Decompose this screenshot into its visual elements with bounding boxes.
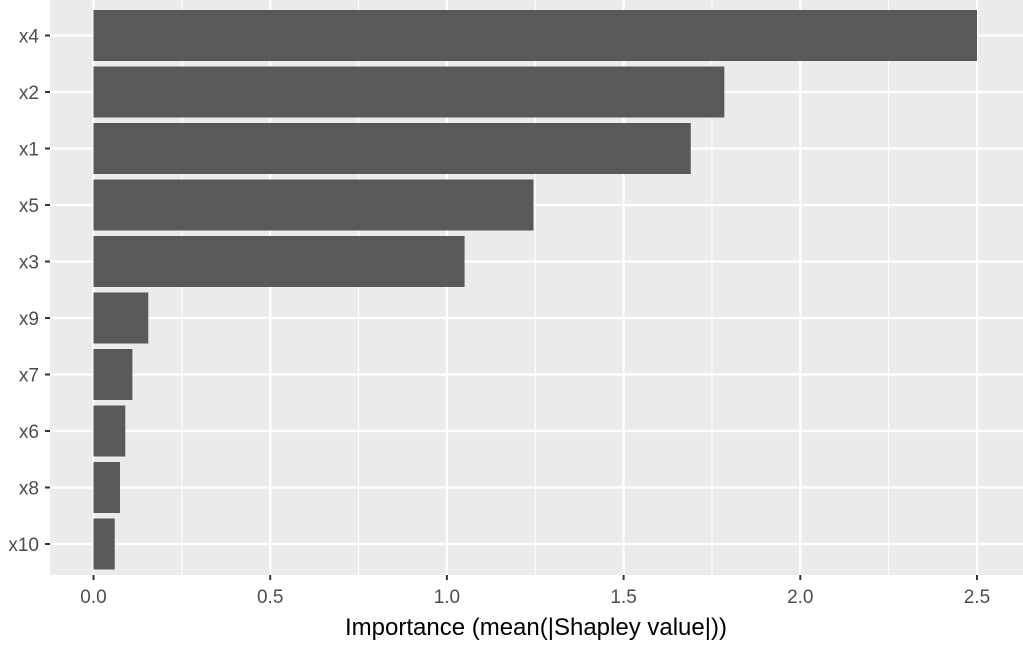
bar-x6 bbox=[93, 405, 126, 457]
y-tick-label-x9: x9 bbox=[19, 309, 39, 330]
y-tick-label-x5: x5 bbox=[19, 196, 39, 217]
x-tick-label: 1.0 bbox=[434, 587, 460, 608]
x-tick-label: 0.5 bbox=[257, 587, 283, 608]
bar-x10 bbox=[93, 518, 115, 570]
bar-x3 bbox=[93, 236, 465, 287]
y-tick-label-x6: x6 bbox=[19, 422, 39, 443]
bar-x1 bbox=[93, 123, 691, 174]
bar-x7 bbox=[93, 349, 133, 400]
y-tick-label-x7: x7 bbox=[19, 366, 39, 387]
x-tick-label: 1.5 bbox=[610, 587, 636, 608]
bar-x4 bbox=[93, 10, 977, 61]
y-tick-label-x3: x3 bbox=[19, 253, 39, 274]
y-axis: x4 x2 x1 x5 x3 x9 x7 x6 x8 x10 bbox=[8, 27, 50, 556]
x-axis-title: Importance (mean(|Shapley value|)) bbox=[345, 614, 727, 641]
x-tick-label: 0.0 bbox=[80, 587, 106, 608]
y-tick-label-x8: x8 bbox=[19, 479, 39, 500]
x-tick-label: 2.5 bbox=[964, 587, 990, 608]
bar-x2 bbox=[93, 66, 725, 118]
y-tick-label-x2: x2 bbox=[19, 83, 39, 104]
y-tick-label-x1: x1 bbox=[19, 140, 39, 161]
bar-x8 bbox=[93, 462, 121, 513]
bar-x5 bbox=[93, 179, 534, 231]
x-axis: 0.0 0.5 1.0 1.5 2.0 2.5 bbox=[80, 575, 990, 608]
bar-x9 bbox=[93, 292, 149, 344]
y-tick-label-x4: x4 bbox=[19, 27, 40, 48]
bars bbox=[93, 10, 977, 570]
y-tick-label-x10: x10 bbox=[8, 535, 39, 556]
x-tick-label: 2.0 bbox=[787, 587, 813, 608]
